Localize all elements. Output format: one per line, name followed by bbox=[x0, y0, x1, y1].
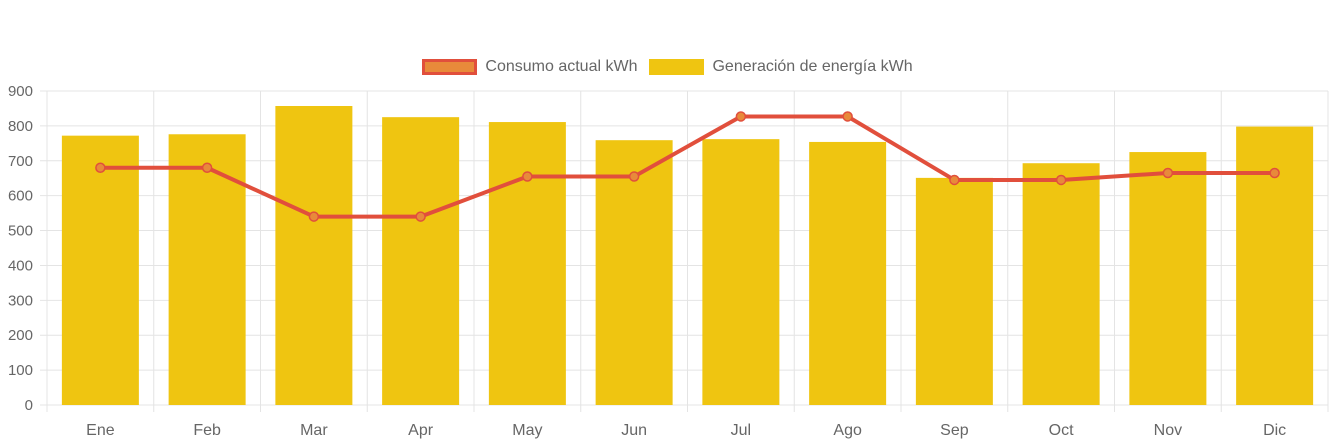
line-point bbox=[308, 211, 320, 222]
line-point bbox=[201, 162, 213, 174]
bar bbox=[809, 141, 887, 405]
x-tick-label: Jun bbox=[621, 422, 647, 439]
y-tick-label: 700 bbox=[8, 153, 33, 170]
x-tick-label: Mar bbox=[300, 422, 328, 439]
x-tick-label: Nov bbox=[1154, 422, 1182, 439]
line-point bbox=[842, 111, 853, 122]
bar bbox=[702, 139, 780, 405]
y-tick-label: 600 bbox=[8, 188, 33, 205]
y-axis-ticks: 0 100 200 300 400 500 600 700 800 900 bbox=[8, 83, 33, 414]
legend-swatch-consumo bbox=[422, 59, 478, 75]
series-line bbox=[100, 114, 1275, 219]
x-tick-label: Sep bbox=[940, 422, 969, 439]
x-tick-label: Jul bbox=[731, 422, 751, 439]
x-tick-label: May bbox=[512, 422, 542, 439]
legend-swatch-generacion bbox=[649, 59, 705, 75]
y-tick-label: 200 bbox=[8, 327, 33, 344]
bar bbox=[488, 122, 566, 405]
bar bbox=[275, 106, 353, 405]
legend-label-consumo: Consumo actual kWh bbox=[485, 58, 638, 75]
x-tick-label: Feb bbox=[193, 422, 221, 439]
y-tick-label: 500 bbox=[8, 223, 33, 240]
line-point bbox=[95, 162, 106, 174]
x-axis-ticks: Ene Feb Mar Apr May Jun Jul Ago Sep Oct Nov Dic bbox=[86, 422, 1286, 439]
y-tick-label: 800 bbox=[8, 118, 33, 135]
x-tick-label: Ago bbox=[833, 422, 862, 439]
line-point bbox=[1162, 167, 1174, 179]
line-series-consumo bbox=[95, 111, 1280, 222]
line-point bbox=[949, 174, 960, 186]
x-tick-label: Oct bbox=[1049, 422, 1074, 439]
legend-item-consumo[interactable]: Consumo actual kWh bbox=[422, 58, 637, 76]
y-tick-label: 0 bbox=[25, 397, 33, 414]
line-point bbox=[415, 211, 426, 222]
chart-legend: Consumo actual kWh Generación de energía… bbox=[0, 58, 1335, 76]
y-tick-label: 900 bbox=[8, 83, 33, 100]
y-tick-label: 300 bbox=[8, 292, 33, 309]
bar bbox=[382, 117, 460, 406]
grid-lines bbox=[40, 90, 1329, 412]
bar bbox=[61, 135, 139, 405]
bar bbox=[915, 177, 993, 405]
bar bbox=[1022, 163, 1100, 405]
line-point bbox=[522, 171, 533, 182]
bar bbox=[595, 140, 673, 405]
line-point bbox=[735, 111, 747, 122]
line-point bbox=[1269, 167, 1280, 179]
x-tick-label: Apr bbox=[408, 422, 434, 439]
x-tick-label: Ene bbox=[86, 422, 115, 439]
x-tick-label: Dic bbox=[1263, 422, 1286, 439]
bar bbox=[168, 134, 246, 406]
line-point bbox=[1055, 174, 1067, 186]
y-tick-label: 100 bbox=[8, 362, 33, 379]
line-point bbox=[628, 171, 640, 182]
bar bbox=[1129, 152, 1207, 405]
legend-item-generacion[interactable]: Generación de energía kWh bbox=[649, 58, 913, 76]
legend-label-generacion: Generación de energía kWh bbox=[712, 58, 913, 75]
y-tick-label: 400 bbox=[8, 257, 33, 274]
